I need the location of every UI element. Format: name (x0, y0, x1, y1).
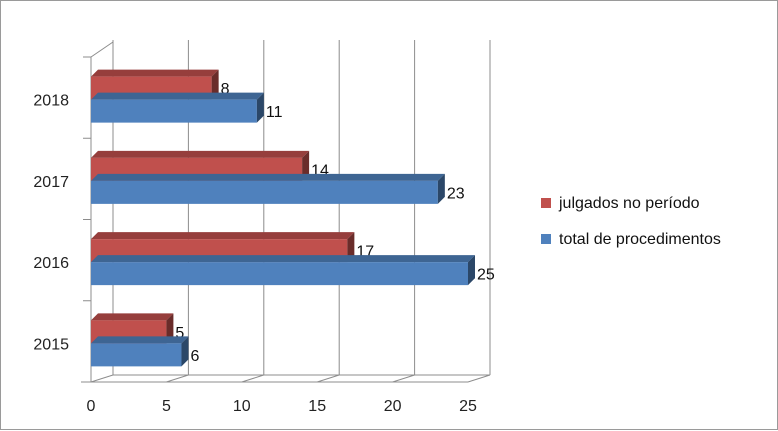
bar (91, 180, 438, 204)
bar-top-face (91, 313, 174, 321)
legend-swatch (541, 198, 551, 208)
legend-label: julgados no período (558, 195, 700, 212)
bar-end-face (166, 313, 174, 344)
floor-gridline (241, 374, 264, 383)
legend-label: total de procedimentos (559, 231, 721, 248)
y-tick-label: 2018 (33, 93, 69, 110)
data-label: 11 (266, 104, 283, 121)
x-tick-label: 10 (233, 398, 251, 415)
bar-top-face (91, 232, 355, 240)
floor-gridline (317, 374, 340, 383)
legend-swatch (541, 234, 551, 244)
x-tick-label: 20 (384, 398, 402, 415)
floor-gridline (90, 374, 114, 383)
data-label: 8 (221, 81, 230, 98)
bar-top-face (91, 336, 189, 344)
floor-gridline (467, 374, 491, 383)
y-tick-label: 2016 (33, 255, 69, 272)
y-tick-label: 2017 (33, 174, 69, 191)
bar-end-face (302, 150, 310, 181)
bar-top-face (91, 92, 264, 100)
bar (91, 262, 468, 286)
bar-end-face (347, 232, 355, 263)
bar-top-face (91, 150, 310, 158)
bar-end-face (468, 255, 475, 286)
side-wall-top-edge (90, 41, 114, 58)
bar-end-face (211, 69, 219, 100)
bar (91, 343, 182, 367)
x-tick-label: 15 (308, 398, 326, 415)
bar-top-face (91, 69, 219, 77)
data-label: 23 (447, 185, 465, 202)
data-label: 5 (175, 325, 184, 342)
x-tick-label: 0 (87, 398, 96, 415)
x-tick-label: 25 (459, 398, 477, 415)
y-tick-label: 2015 (33, 336, 69, 353)
bar (91, 99, 257, 123)
bar-end-face (437, 173, 445, 204)
x-tick-label: 5 (162, 398, 171, 415)
floor-gridline (392, 374, 415, 383)
bar-top-face (91, 173, 445, 181)
data-label: 6 (190, 348, 199, 365)
bar-top-face (91, 255, 475, 263)
floor-gridline (166, 374, 189, 383)
bar-end-face (256, 92, 264, 123)
bar-end-face (181, 336, 189, 367)
data-label: 25 (477, 267, 495, 284)
